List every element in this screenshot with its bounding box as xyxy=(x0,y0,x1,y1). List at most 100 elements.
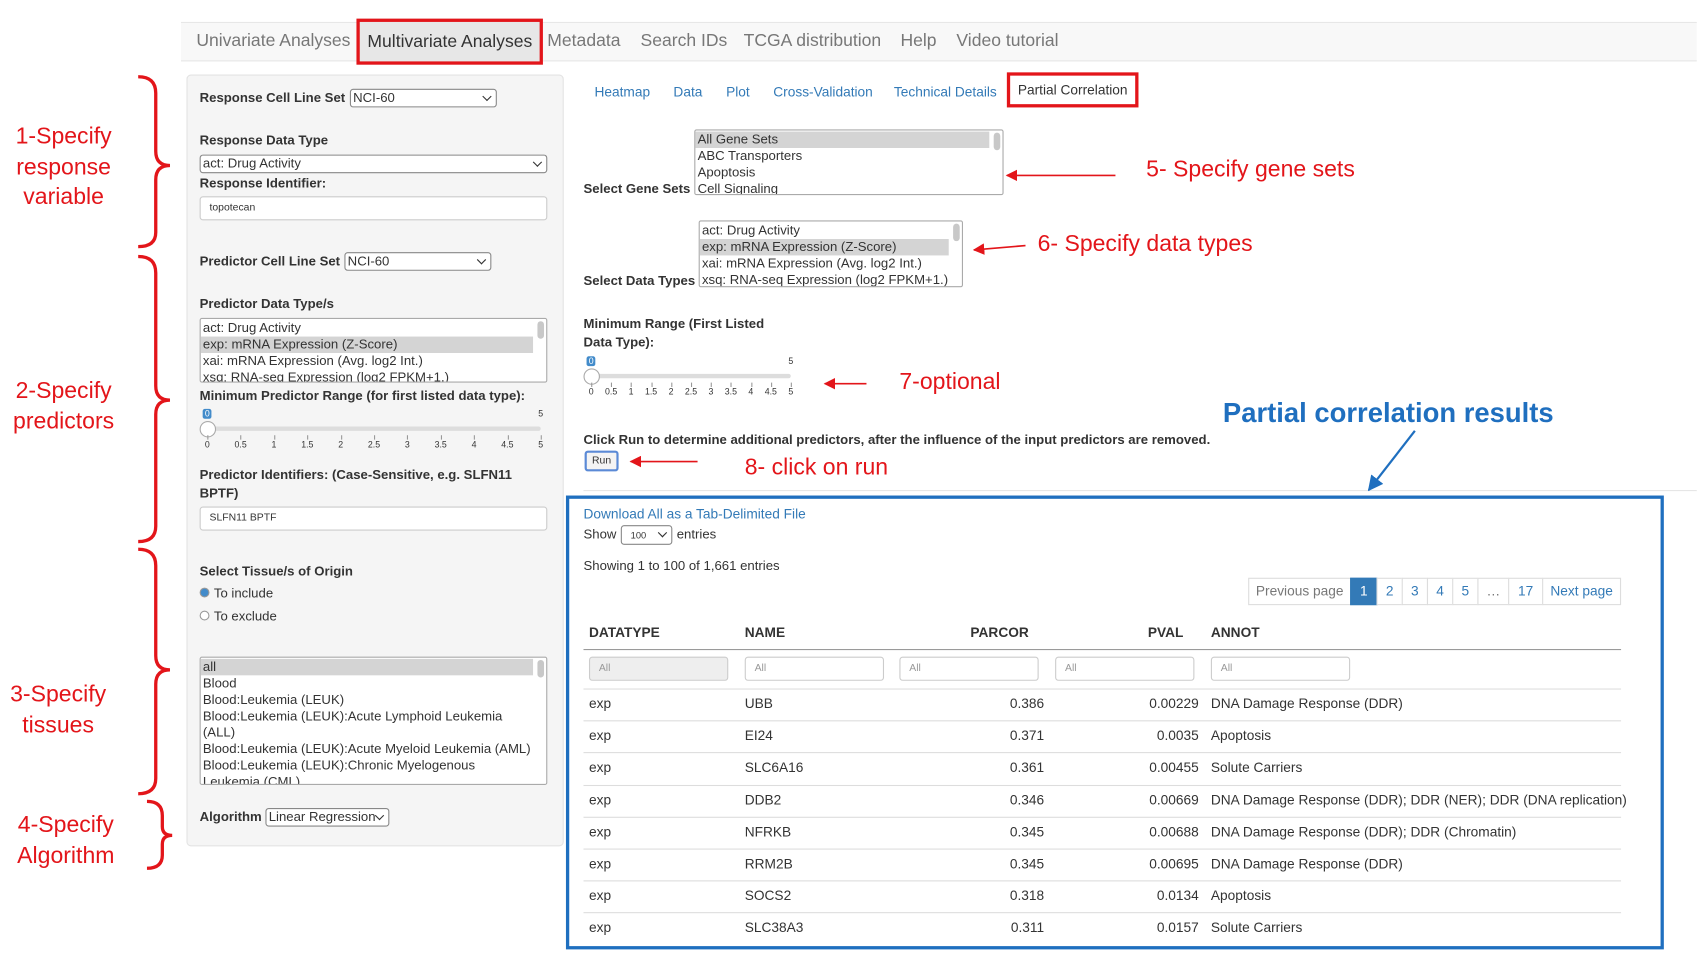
slider-track[interactable] xyxy=(207,426,541,431)
slider-value: 0 xyxy=(202,408,212,419)
list-option[interactable]: exp: mRNA Expression (Z-Score) xyxy=(200,336,534,354)
column-header[interactable]: ANNOT xyxy=(1210,624,1260,641)
table-cell: DDB2 xyxy=(744,792,782,808)
list-option[interactable]: Blood:Leukemia (LEUK) xyxy=(202,691,345,708)
radio-button[interactable] xyxy=(199,587,210,598)
download-link[interactable]: Download All as a Tab-Delimited File xyxy=(583,506,806,522)
pagination-button[interactable]: 3 xyxy=(1401,577,1429,606)
nav-tab[interactable]: Search IDs xyxy=(640,31,728,51)
table-cell: 0.00688 xyxy=(1149,824,1199,840)
table-cell: 0.371 xyxy=(1009,728,1045,744)
text-input[interactable]: SLFN11 BPTF xyxy=(199,506,548,531)
label: Minimum Predictor Range (for first liste… xyxy=(199,388,526,404)
table-cell: 0.345 xyxy=(1009,824,1045,840)
column-filter[interactable]: All xyxy=(1055,656,1195,681)
list-option[interactable]: Cell Signaling xyxy=(697,180,779,196)
table-cell: 0.318 xyxy=(1009,888,1045,904)
scrollbar[interactable] xyxy=(537,659,545,678)
pagination-button[interactable]: 4 xyxy=(1426,577,1454,606)
table-cell: RRM2B xyxy=(744,856,793,872)
data-type-list[interactable]: act: Drug Activity exp: mRNA Expression (… xyxy=(698,220,963,288)
list-option[interactable]: xai: mRNA Expression (Avg. log2 Int.) xyxy=(701,255,922,271)
text-input[interactable]: topotecan xyxy=(199,196,548,221)
select[interactable]: Linear Regression xyxy=(265,807,390,827)
slider-value: 0 xyxy=(586,356,596,367)
column-header[interactable]: NAME xyxy=(744,624,786,641)
data-type-list[interactable]: act: Drug Activity exp: mRNA Expression (… xyxy=(199,317,548,383)
subtab[interactable]: Partial Correlation xyxy=(1006,72,1139,108)
column-filter[interactable]: All xyxy=(899,656,1039,681)
nav-tab[interactable]: Univariate Analyses xyxy=(196,31,351,51)
list-option[interactable]: All Gene Sets xyxy=(695,131,990,149)
list-option[interactable]: Blood:Leukemia (LEUK):Chronic Myelogenou… xyxy=(202,757,476,785)
column-filter[interactable]: All xyxy=(1210,656,1351,681)
pagination-button[interactable]: Previous page xyxy=(1248,577,1352,606)
label: Response Cell Line Set xyxy=(199,89,346,106)
list-option[interactable]: act: Drug Activity xyxy=(701,222,800,238)
column-header[interactable]: DATATYPE xyxy=(588,624,660,641)
list-option[interactable]: all xyxy=(200,658,534,676)
slider-tick-mark xyxy=(750,382,752,387)
nav-tab[interactable]: Multivariate Analyses xyxy=(356,18,544,65)
pagination-button[interactable]: 1 xyxy=(1350,577,1378,606)
scrollbar[interactable] xyxy=(993,132,1001,151)
slider-tick-label: 5 xyxy=(538,439,544,450)
pagination-button[interactable]: Next page xyxy=(1542,577,1622,606)
slider-tick-mark xyxy=(273,435,276,440)
pagination-button[interactable]: 5 xyxy=(1452,577,1479,606)
pagination-button[interactable]: … xyxy=(1477,577,1510,606)
subtab[interactable]: Technical Details xyxy=(893,84,997,100)
list-option[interactable]: xsq: RNA-seq Expression (log2 FPKM+1.) xyxy=(202,369,450,383)
slider-tick-label: 4.5 xyxy=(501,439,514,450)
select[interactable]: NCI-60 xyxy=(344,252,492,271)
run-button[interactable]: Run xyxy=(584,450,619,472)
list-option[interactable]: act: Drug Activity xyxy=(202,320,301,336)
divider xyxy=(583,490,1697,492)
table-cell: exp xyxy=(588,728,612,744)
radio-label: To include xyxy=(213,585,274,601)
subtab[interactable]: Heatmap xyxy=(594,84,651,100)
nav-tab[interactable]: TCGA distribution xyxy=(743,31,882,51)
nav-tab[interactable]: Help xyxy=(900,31,937,51)
list-option[interactable]: Blood xyxy=(202,675,237,691)
subtab[interactable]: Cross-Validation xyxy=(773,84,873,100)
column-filter[interactable]: All xyxy=(588,656,729,681)
nav-tab[interactable]: Metadata xyxy=(547,31,621,51)
nav-tab[interactable]: Video tutorial xyxy=(956,31,1059,51)
slider-tick-label: 2 xyxy=(668,386,674,397)
gene-set-list[interactable]: All Gene Sets ABC Transporters Apoptosis Ce… xyxy=(694,129,1004,196)
tissue-list[interactable]: all Blood Blood:Leukemia (LEUK) Blood:Leuke… xyxy=(199,656,548,785)
list-option[interactable]: xai: mRNA Expression (Avg. log2 Int.) xyxy=(202,353,423,369)
scrollbar[interactable] xyxy=(537,321,545,339)
subtab[interactable]: Plot xyxy=(726,84,750,100)
select[interactable]: act: Drug Activity xyxy=(199,154,548,174)
table-cell: Apoptosis xyxy=(1210,728,1272,744)
list-option[interactable]: exp: mRNA Expression (Z-Score) xyxy=(699,238,949,256)
page-size-select[interactable]: 100 xyxy=(620,525,673,545)
slider-tick-label: 0.5 xyxy=(234,439,247,450)
list-option[interactable]: Blood:Leukemia (LEUK):Acute Lymphoid Leu… xyxy=(202,708,503,741)
column-header[interactable]: PARCOR xyxy=(970,624,1029,641)
column-header[interactable]: PVAL xyxy=(1147,624,1184,641)
column-filter[interactable]: All xyxy=(744,656,885,681)
table-cell: 0.0157 xyxy=(1156,920,1199,936)
select[interactable]: NCI-60 xyxy=(349,88,497,108)
header-border xyxy=(583,649,1622,651)
list-option[interactable]: Apoptosis xyxy=(697,164,756,180)
list-option[interactable]: xsq: RNA-seq Expression (log2 FPKM+1.) xyxy=(701,271,949,288)
radio-button[interactable] xyxy=(199,610,210,621)
slider-tick-mark xyxy=(507,435,509,440)
list-option[interactable]: ABC Transporters xyxy=(697,148,803,164)
pagination-button[interactable]: 17 xyxy=(1508,577,1544,606)
slider-track[interactable] xyxy=(591,373,791,379)
subtab[interactable]: Data xyxy=(673,84,703,100)
scrollbar[interactable] xyxy=(953,223,960,242)
list-option[interactable]: Blood:Leukemia (LEUK):Acute Myeloid Leuk… xyxy=(202,741,531,757)
pagination-button[interactable]: 2 xyxy=(1376,577,1403,606)
table-cell: DNA Damage Response (DDR) xyxy=(1210,696,1403,712)
table-cell: Apoptosis xyxy=(1210,888,1272,904)
table-cell: 0.0035 xyxy=(1156,728,1199,744)
label: Select Data Types xyxy=(583,272,696,289)
table-cell: exp xyxy=(588,824,612,840)
annotation: 6- Specify data types xyxy=(1037,231,1253,257)
